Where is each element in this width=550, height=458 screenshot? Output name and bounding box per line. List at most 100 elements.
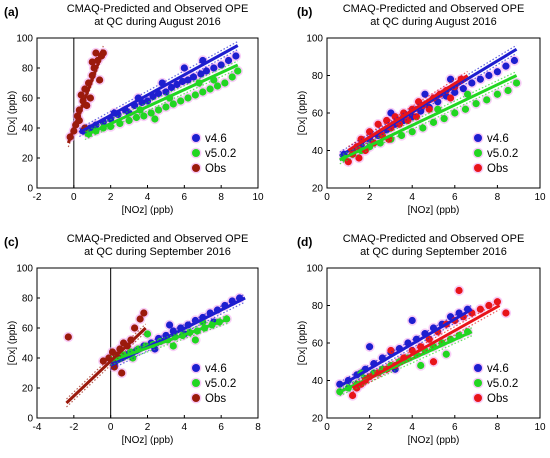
- data-point: [419, 124, 427, 132]
- data-point: [206, 85, 214, 93]
- x-tick-label: 4: [145, 192, 151, 203]
- x-tick-label: 2: [367, 192, 373, 203]
- fit-band-upper: [347, 70, 468, 148]
- fit-line: [351, 304, 501, 390]
- x-axis-label: [NOz] (ppb): [408, 205, 460, 216]
- x-tick-label: 6: [452, 192, 458, 203]
- data-point: [476, 75, 484, 83]
- data-point: [408, 128, 416, 136]
- y-axis-label: [Ox] (ppb): [297, 321, 308, 365]
- y-tick-label: 0: [27, 414, 33, 425]
- y-tick-label: 60: [22, 94, 34, 105]
- y-tick-label: 60: [22, 324, 34, 335]
- fit-line: [110, 317, 230, 363]
- y-tick-label: 0: [27, 184, 33, 195]
- y-axis-label: [Ox] (ppb): [7, 321, 18, 365]
- x-axis-label: [NOz] (ppb): [122, 435, 174, 446]
- chart-title: CMAQ-Predicted and Observed OPE: [343, 3, 525, 15]
- data-point: [180, 64, 188, 72]
- data-point: [374, 120, 382, 128]
- data-point: [463, 90, 472, 98]
- fit-line: [65, 326, 147, 405]
- legend-label: Obs: [487, 393, 508, 405]
- y-tick-label: 20: [22, 384, 34, 395]
- y-tick-label: 20: [22, 154, 34, 165]
- fit-band-upper: [339, 44, 517, 153]
- fit-band-lower: [347, 78, 468, 156]
- fit-band-lower: [110, 301, 246, 371]
- data-point: [232, 52, 240, 60]
- fit-band-upper: [66, 323, 147, 400]
- chart-title: CMAQ-Predicted and Observed OPE: [343, 233, 525, 245]
- fit-band-upper: [84, 60, 238, 133]
- data-point: [383, 116, 391, 125]
- x-tick-label: -2: [33, 192, 42, 203]
- legend-marker: [474, 134, 482, 142]
- data-point: [451, 109, 459, 117]
- data-layer: [338, 44, 522, 167]
- data-point: [348, 391, 357, 400]
- data-point: [234, 67, 242, 75]
- data-layer: [334, 285, 512, 401]
- data-point: [502, 309, 510, 317]
- data-point: [510, 56, 519, 65]
- fit-band-lower: [84, 68, 238, 141]
- data-point: [88, 58, 96, 66]
- legend-label: Obs: [487, 163, 508, 175]
- y-tick-label: 80: [22, 64, 34, 75]
- x-tick-label: 8: [255, 422, 261, 433]
- data-point: [221, 79, 229, 87]
- y-tick-label: 20: [312, 184, 324, 195]
- panel-label: (d): [297, 235, 312, 249]
- legend: v4.6 v5.0.2 Obs: [472, 362, 518, 405]
- data-point: [147, 109, 155, 117]
- data-point: [429, 118, 438, 126]
- data-point: [455, 286, 463, 295]
- data-point: [213, 82, 222, 90]
- x-tick-label: 2: [145, 422, 151, 433]
- y-tick-label: 80: [312, 301, 324, 312]
- legend-marker: [474, 164, 482, 172]
- y-axis-label: [Ox] (ppb): [7, 91, 18, 135]
- y-tick-label: 100: [16, 34, 33, 45]
- data-point: [504, 86, 512, 95]
- legend-label: Obs: [205, 393, 226, 405]
- data-point: [118, 369, 126, 377]
- data-point: [154, 106, 163, 114]
- data-point: [468, 79, 476, 87]
- legend-label: v5.0.2: [487, 148, 518, 160]
- x-tick-label: 10: [252, 192, 264, 203]
- data-point: [429, 358, 438, 366]
- y-axis-label: [Ox] (ppb): [297, 91, 308, 135]
- y-tick-label: 80: [312, 71, 324, 82]
- legend-label: v5.0.2: [487, 378, 518, 390]
- chart-subtitle: at QC during August 2016: [94, 16, 221, 28]
- legend-label: v5.0.2: [205, 378, 236, 390]
- x-tick-label: 0: [324, 422, 330, 433]
- data-point: [131, 324, 139, 332]
- chart-title: CMAQ-Predicted and Observed OPE: [67, 233, 249, 245]
- x-axis-label: [NOz] (ppb): [122, 205, 174, 216]
- chart-subtitle: at QC during August 2016: [370, 16, 497, 28]
- data-point: [217, 61, 225, 69]
- fit-line: [339, 307, 473, 388]
- data-point: [344, 158, 352, 166]
- data-point: [446, 75, 455, 83]
- data-point: [421, 90, 429, 98]
- legend-marker: [192, 164, 200, 172]
- fit-line: [84, 63, 239, 137]
- fit-line: [339, 74, 518, 162]
- legend-marker: [474, 364, 482, 372]
- legend-label: v4.6: [487, 133, 509, 145]
- data-point: [366, 343, 374, 351]
- x-tick-label: 4: [182, 422, 188, 433]
- chart-title: CMAQ-Predicted and Observed OPE: [67, 3, 249, 15]
- data-point: [485, 301, 493, 310]
- legend: v4.6 v5.0.2 Obs: [190, 132, 236, 175]
- fit-line: [66, 49, 105, 144]
- fit-band-upper: [339, 70, 517, 157]
- legend: v4.6 v5.0.2 Obs: [190, 362, 236, 405]
- y-tick-label: 100: [16, 264, 33, 275]
